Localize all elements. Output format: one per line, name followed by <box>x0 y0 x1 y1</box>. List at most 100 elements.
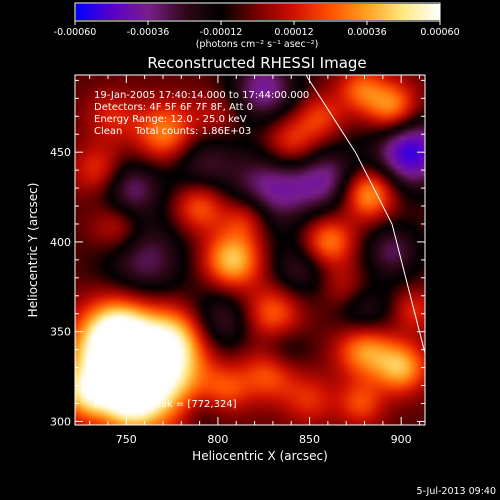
colorbar-segment <box>294 4 298 20</box>
colorbar-segment <box>364 4 368 20</box>
colorbar-segment <box>282 4 286 20</box>
colorbar-segment <box>138 4 142 20</box>
colorbar-segment <box>153 4 157 20</box>
colorbar-segment <box>158 4 162 20</box>
colorbar-segment <box>391 4 395 20</box>
colorbar-frame <box>74 2 441 22</box>
colorbar-segment <box>302 4 306 20</box>
colorbar-segment <box>297 4 301 20</box>
colorbar-segment <box>103 4 107 20</box>
colorbar-segment <box>187 4 191 20</box>
colorbar-segment <box>284 4 288 20</box>
colorbar-segment <box>416 4 420 20</box>
colorbar-segment <box>167 4 172 20</box>
colorbar-segment <box>371 4 375 20</box>
colorbar-segment <box>217 4 221 20</box>
colorbar-segment <box>118 4 122 20</box>
y-tick-label: 300 <box>50 415 71 428</box>
peak-position-label: Position of Peak = [772,324] <box>94 399 237 410</box>
colorbar-segment <box>399 4 403 20</box>
chart-title: Reconstructed RHESSI Image <box>147 54 366 72</box>
colorbar-segment <box>177 4 182 20</box>
plot-frame <box>74 74 426 426</box>
colorbar-segment <box>317 4 321 20</box>
colorbar-segment <box>267 4 271 20</box>
x-tick-label: 800 <box>207 433 228 446</box>
x-tick-label: 850 <box>299 433 320 446</box>
colorbar-segment <box>230 4 234 20</box>
x-axis-label: Heliocentric X (arcsec) <box>192 449 328 463</box>
colorbar-segment <box>309 4 313 20</box>
colorbar-segment <box>215 4 219 20</box>
colorbar-segment <box>195 4 199 20</box>
colorbar-segment <box>414 4 418 20</box>
colorbar-segment <box>212 4 216 20</box>
x-tick-label: 750 <box>116 433 137 446</box>
colorbar-segment <box>207 4 211 20</box>
colorbar-segment <box>386 4 390 20</box>
colorbar-segment <box>299 4 303 20</box>
colorbar-segment <box>133 4 137 20</box>
info-time-range: 19-Jan-2005 17:40:14.000 to 17:44:00.000 <box>94 90 309 101</box>
colorbar-segment <box>202 4 206 20</box>
colorbar-segment <box>409 4 413 20</box>
colorbar-segment <box>359 4 363 20</box>
colorbar-segment <box>190 4 194 20</box>
colorbar-segment <box>175 4 179 20</box>
colorbar-segment <box>95 4 99 20</box>
colorbar-segment <box>279 4 283 20</box>
colorbar-tick-labels: -0.00060 -0.00036 -0.00012 0.00012 0.00036 0.… <box>54 21 460 38</box>
colorbar-segment <box>192 4 196 20</box>
colorbar-segment <box>424 4 428 20</box>
colorbar-gradient <box>76 4 440 20</box>
colorbar-segment <box>389 4 393 20</box>
colorbar-segment <box>376 4 380 20</box>
x-tick-labels: 750 800 850 900 <box>116 433 412 446</box>
colorbar-segment <box>272 4 276 20</box>
colorbar-segment <box>93 4 97 20</box>
colorbar-segment <box>155 4 159 20</box>
colorbar-segment <box>197 4 201 20</box>
info-energy-range: Energy Range: 12.0 - 25.0 keV <box>94 114 247 125</box>
colorbar-segment <box>88 4 92 20</box>
colorbar-segment <box>160 4 164 20</box>
colorbar-segment <box>277 4 281 20</box>
colorbar-segment <box>436 4 440 20</box>
colorbar-segment <box>150 4 154 20</box>
colorbar-segment <box>329 4 333 20</box>
y-tick-label: 350 <box>50 326 71 339</box>
colorbar-segment <box>240 4 244 20</box>
y-tick-label: 400 <box>50 236 71 249</box>
colorbar-segment <box>374 4 378 20</box>
solar-limb-curve <box>305 74 426 354</box>
colorbar-segment <box>110 4 114 20</box>
colorbar-segment <box>182 4 186 20</box>
colorbar-segment <box>140 4 144 20</box>
colorbar-segment <box>143 4 147 20</box>
colorbar-segment <box>245 4 249 20</box>
colorbar-segment <box>304 4 308 20</box>
colorbar-segment <box>312 4 316 20</box>
colorbar-segment <box>314 4 318 20</box>
colorbar-segment <box>324 4 328 20</box>
colorbar-segment <box>354 4 358 20</box>
colorbar-segment <box>237 4 241 20</box>
colorbar-segment <box>163 4 167 20</box>
colorbar-segment <box>434 4 438 20</box>
colorbar-segment <box>319 4 323 20</box>
colorbar-segment <box>205 4 209 20</box>
colorbar-segment <box>227 4 231 20</box>
colorbar-tick-label: 0.00060 <box>420 27 459 38</box>
colorbar-segment <box>113 4 117 20</box>
colorbar-segment <box>342 4 346 20</box>
colorbar-segment <box>145 4 149 20</box>
colorbar-segment <box>225 4 229 20</box>
colorbar-segment <box>431 4 435 20</box>
colorbar-segment <box>332 4 336 20</box>
colorbar-segment <box>123 4 127 20</box>
colorbar-segment <box>384 4 388 20</box>
colorbar-segment <box>222 4 226 20</box>
colorbar-segment <box>83 4 87 20</box>
colorbar-segment <box>125 4 129 20</box>
colorbar-segment <box>115 4 119 20</box>
